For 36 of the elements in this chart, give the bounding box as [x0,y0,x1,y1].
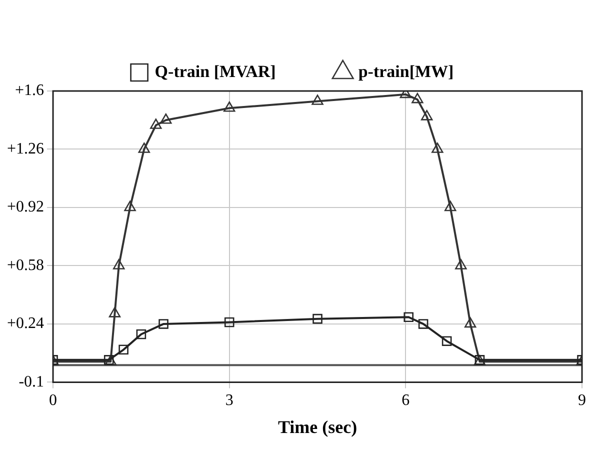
point [113,259,125,270]
legend-label: p-train[MW] [358,62,454,81]
point [312,94,324,105]
point [444,200,456,212]
point [224,317,234,328]
point [138,142,150,153]
y-tick-label: +1.6 [14,82,44,100]
y-tick-label: +0.92 [6,198,44,216]
y-tick-label: +1.26 [6,140,44,158]
x-axis-title: Time (sec) [278,416,358,437]
point [312,314,322,324]
x-tick-label: 0 [49,392,58,410]
point [104,355,114,365]
point [432,142,444,153]
point [160,113,172,124]
legend-label: Q-train [MVAR] [154,62,276,81]
point [442,336,452,346]
y-tick-label: +0.24 [6,315,44,332]
point [150,118,162,129]
point [108,307,121,318]
point [404,312,414,322]
point [224,101,236,112]
point [118,344,128,355]
y-tick-label: -0.1 [18,373,44,390]
point [412,92,424,104]
point [124,200,136,212]
y-tick-label: +0.58 [6,256,44,274]
point [455,259,467,270]
point [464,317,476,328]
x-tick-label: 6 [402,392,410,410]
point [136,329,146,340]
point [158,319,168,329]
point [418,319,428,329]
x-tick-label: 3 [225,392,234,410]
point [420,110,433,120]
x-tick-label: 9 [578,392,586,410]
